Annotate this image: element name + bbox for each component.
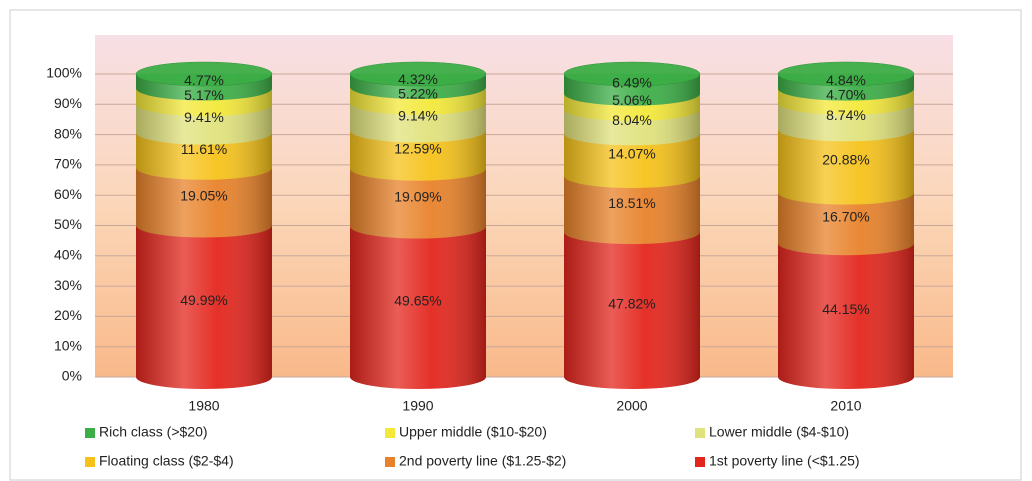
value-label: 49.65% (394, 292, 441, 308)
value-label: 4.32% (398, 71, 438, 87)
value-label: 18.51% (608, 195, 655, 211)
value-label: 5.17% (184, 87, 224, 103)
value-label: 44.15% (822, 301, 869, 317)
legend-swatch (385, 457, 395, 467)
cylinder-shade (350, 73, 486, 390)
cylinder-top (135, 61, 273, 87)
value-label: 9.41% (184, 109, 224, 125)
cylinder-shade (564, 74, 700, 389)
x-tick-label: 2010 (830, 398, 861, 414)
y-tick-label: 80% (54, 125, 82, 141)
y-tick-label: 100% (46, 65, 82, 81)
frame (9, 9, 1022, 481)
legend-label: Lower middle ($4-$10) (709, 424, 849, 440)
y-tick-label: 40% (54, 247, 82, 263)
legend-label: 1st poverty line (<$1.25) (709, 453, 860, 469)
y-tick-label: 30% (54, 277, 82, 293)
legend-label: Upper middle ($10-$20) (399, 424, 547, 440)
legend-swatch (695, 428, 705, 438)
legend-swatch (85, 428, 95, 438)
value-label: 19.05% (180, 187, 227, 203)
y-tick-label: 90% (54, 95, 82, 111)
value-label: 11.61% (181, 141, 227, 157)
y-tick-label: 20% (54, 307, 82, 323)
y-tick-label: 50% (54, 216, 82, 232)
value-label: 5.06% (612, 92, 652, 108)
value-label: 49.99% (180, 292, 227, 308)
value-label: 12.59% (394, 140, 441, 156)
cylinder-shade (136, 74, 272, 389)
value-label: 4.70% (826, 86, 866, 102)
value-label: 4.84% (826, 72, 866, 88)
y-tick-label: 0% (62, 368, 82, 384)
legend-swatch (385, 428, 395, 438)
x-tick-label: 2000 (616, 398, 647, 414)
value-label: 47.82% (608, 295, 655, 311)
value-label: 6.49% (612, 75, 652, 91)
cylinder-top (349, 61, 487, 87)
value-label: 5.22% (398, 86, 438, 102)
value-label: 19.09% (394, 188, 441, 204)
value-label: 8.04% (612, 112, 652, 128)
value-label: 14.07% (608, 145, 655, 161)
x-tick-label: 1990 (402, 398, 433, 414)
legend-label: Floating class ($2-$4) (99, 453, 234, 469)
y-tick-label: 70% (54, 156, 82, 172)
value-label: 16.70% (822, 209, 869, 225)
cylinder-top (777, 61, 915, 87)
y-tick-label: 60% (54, 186, 82, 202)
cylinder-shade (778, 73, 914, 390)
value-label: 9.14% (398, 107, 438, 123)
legend-label: 2nd poverty line ($1.25-$2) (399, 453, 566, 469)
cylinder-top (563, 61, 701, 87)
x-tick-label: 1980 (188, 398, 219, 414)
value-label: 8.74% (826, 107, 866, 123)
value-label: 4.77% (184, 72, 224, 88)
value-label: 20.88% (822, 152, 869, 168)
legend-swatch (695, 457, 705, 467)
y-tick-label: 10% (54, 337, 82, 353)
legend-label: Rich class (>$20) (99, 424, 208, 440)
legend-swatch (85, 457, 95, 467)
